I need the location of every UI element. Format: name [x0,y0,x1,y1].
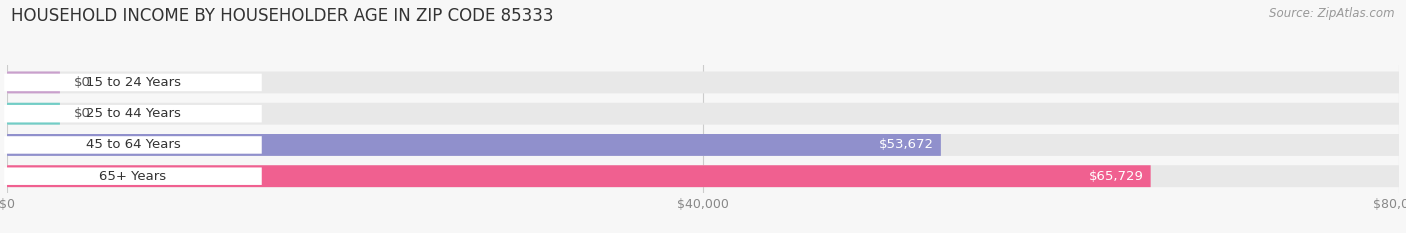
FancyBboxPatch shape [7,134,941,156]
Text: 15 to 24 Years: 15 to 24 Years [86,76,180,89]
FancyBboxPatch shape [7,103,1399,125]
FancyBboxPatch shape [7,72,60,93]
FancyBboxPatch shape [7,165,1399,187]
FancyBboxPatch shape [7,72,1399,93]
Text: 25 to 44 Years: 25 to 44 Years [86,107,180,120]
Text: 45 to 64 Years: 45 to 64 Years [86,138,180,151]
Text: $53,672: $53,672 [879,138,934,151]
Text: HOUSEHOLD INCOME BY HOUSEHOLDER AGE IN ZIP CODE 85333: HOUSEHOLD INCOME BY HOUSEHOLDER AGE IN Z… [11,7,554,25]
Text: Source: ZipAtlas.com: Source: ZipAtlas.com [1270,7,1395,20]
Text: 65+ Years: 65+ Years [100,170,166,183]
FancyBboxPatch shape [4,168,262,185]
FancyBboxPatch shape [7,134,1399,156]
FancyBboxPatch shape [4,74,262,91]
Text: $0: $0 [75,76,91,89]
FancyBboxPatch shape [4,105,262,122]
FancyBboxPatch shape [4,136,262,154]
FancyBboxPatch shape [7,165,1150,187]
Text: $0: $0 [75,107,91,120]
Text: $65,729: $65,729 [1088,170,1143,183]
FancyBboxPatch shape [7,103,60,125]
